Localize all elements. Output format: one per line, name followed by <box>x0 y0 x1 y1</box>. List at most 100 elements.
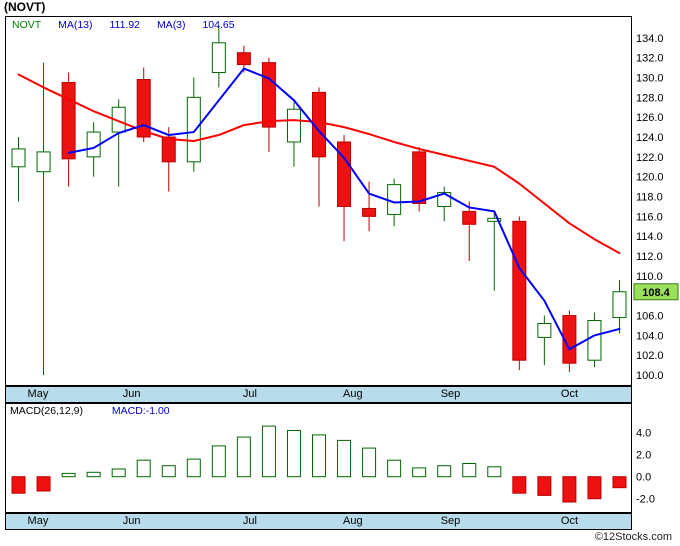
month-label-sep: Sep <box>440 515 461 527</box>
macd-panel: 4.0 2.0 0.0 -2.0 MACD(26,12,9) MACD:-1.00 <box>0 403 680 513</box>
macd-ytick-label: 4.0 <box>636 428 651 440</box>
month-label-oct: Oct <box>560 388 579 400</box>
candle-body <box>211 42 226 74</box>
price-legend: NOVT MA(13) 111.92 MA(3) 104.65 <box>12 19 249 31</box>
price-ytick-label: 100.0 <box>636 370 664 382</box>
macd-bar <box>161 465 176 478</box>
credit-link[interactable]: ©12Stocks.com <box>594 531 672 543</box>
macd-bar <box>412 467 427 478</box>
macd-header: MACD(26,12,9) MACD:-1.00 <box>10 405 170 417</box>
macd-bar <box>61 472 76 478</box>
macd-bar <box>136 459 151 478</box>
macd-ytick-label: 0.0 <box>636 472 651 484</box>
macd-bar <box>437 465 452 478</box>
candle-body <box>286 108 301 143</box>
price-ytick-label: 112.0 <box>636 251 663 263</box>
price-ytick-label: 130.0 <box>636 73 664 85</box>
month-label-may: May <box>27 388 49 400</box>
candle-body <box>36 151 51 173</box>
macd-bar <box>286 430 301 478</box>
month-label-jul: Jul <box>242 515 257 527</box>
last-price-text: 108.4 <box>642 287 670 299</box>
price-ytick-label: 106.0 <box>636 311 664 323</box>
macd-bar <box>612 476 627 489</box>
macd-ytick-label: -2.0 <box>636 494 655 506</box>
candle-body <box>387 184 402 215</box>
macd-bar <box>562 476 577 503</box>
legend-ma3-label: MA(3) <box>156 19 186 31</box>
price-chart: 134.0 132.0 130.0 128.0 126.0 124.0 122.0 120.0… <box>5 16 679 386</box>
macd-bar <box>111 468 126 478</box>
price-ytick-label: 102.0 <box>636 350 664 362</box>
candle-body <box>261 62 276 128</box>
macd-bar <box>211 445 226 478</box>
legend-ma13-label: MA(13) <box>58 19 93 31</box>
price-ytick-label: 128.0 <box>636 92 664 104</box>
candle-body <box>11 148 26 168</box>
legend-symbol: NOVT <box>12 19 42 31</box>
month-label-jul: Jul <box>242 388 257 400</box>
candle-body <box>161 136 176 163</box>
candle-body <box>537 323 552 338</box>
macd-bar <box>587 476 602 500</box>
price-panel: 134.0 132.0 130.0 128.0 126.0 124.0 122.0 120.0… <box>0 16 680 386</box>
macd-value: MACD:-1.00 <box>111 405 170 417</box>
price-ytick-label: 134.0 <box>636 33 664 45</box>
macd-bar <box>337 439 352 478</box>
price-ytick-label: 118.0 <box>636 192 663 204</box>
macd-ytick-label: 2.0 <box>636 450 651 462</box>
candle-body <box>186 96 201 163</box>
footer: ©12Stocks.com <box>0 530 680 546</box>
month-label-aug: Aug <box>343 515 363 527</box>
candle-body <box>61 81 76 160</box>
month-label-jun: Jun <box>122 515 141 527</box>
month-label-may: May <box>27 515 49 527</box>
macd-bar <box>312 434 326 478</box>
macd-bar <box>86 471 101 478</box>
macd-bar <box>36 476 51 492</box>
price-ytick-label: 124.0 <box>636 132 664 144</box>
macd-label: MACD(26,12,9) <box>10 405 83 417</box>
macd-bar <box>512 476 527 494</box>
candle-body <box>562 315 577 364</box>
price-month-axis: May Jun Jul Aug Sep Oct <box>5 386 632 403</box>
candle-body <box>236 52 251 66</box>
month-label-jun: Jun <box>122 388 141 400</box>
candle-body <box>512 220 527 361</box>
candle-body <box>462 210 477 225</box>
macd-bar <box>462 463 477 478</box>
last-price-badge <box>633 283 679 301</box>
legend-ma3-value: 104.65 <box>202 19 235 31</box>
macd-bar <box>537 476 552 496</box>
month-label-sep: Sep <box>440 388 461 400</box>
ma3-line <box>67 67 621 351</box>
macd-month-axis: May Jun Jul Aug Sep Oct <box>5 513 632 530</box>
macd-bar <box>186 458 201 478</box>
price-ytick-label: 116.0 <box>636 211 663 223</box>
price-ytick-label: 110.0 <box>636 271 663 283</box>
macd-bar <box>236 436 251 478</box>
chart-title: (NOVT) <box>4 0 46 14</box>
macd-bar <box>11 476 26 494</box>
candle-body <box>136 78 151 138</box>
candle-body <box>412 151 427 204</box>
candle-body <box>362 207 377 217</box>
macd-bar <box>261 425 276 478</box>
ma13-line <box>17 73 621 255</box>
candle-body <box>612 291 627 319</box>
price-ytick-label: 114.0 <box>636 231 663 243</box>
candle-body <box>487 217 502 222</box>
candle-body <box>337 141 352 207</box>
month-label-oct: Oct <box>560 515 579 527</box>
macd-bar <box>362 447 377 478</box>
candle-body <box>587 320 602 361</box>
month-label-aug: Aug <box>343 388 363 400</box>
macd-bar <box>487 466 502 478</box>
macd-chart: 4.0 2.0 0.0 -2.0 <box>5 403 655 513</box>
price-ytick-label: 122.0 <box>636 152 664 164</box>
price-ytick-label: 104.0 <box>636 330 664 342</box>
price-ytick-label: 126.0 <box>636 112 664 124</box>
price-ytick-label: 120.0 <box>636 172 664 184</box>
price-ytick-label: 132.0 <box>636 53 664 65</box>
